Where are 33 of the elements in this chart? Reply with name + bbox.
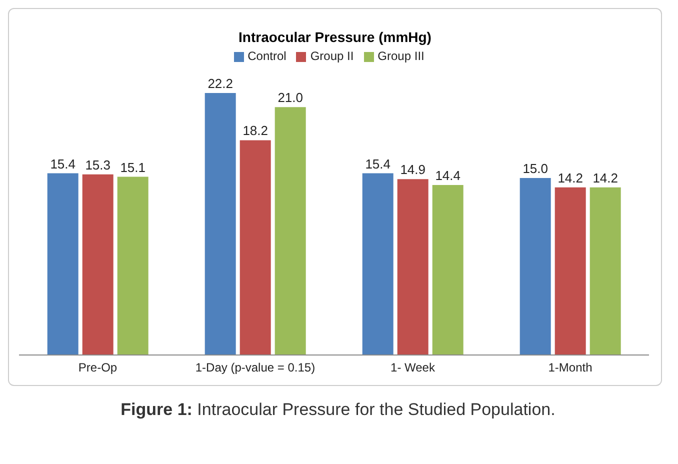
data-label: 15.0 [522, 160, 548, 176]
data-label: 14.2 [592, 170, 618, 186]
bar [274, 107, 306, 355]
data-label: 21.0 [278, 90, 304, 106]
legend-label: Group II [310, 49, 354, 63]
x-tick-label: 1- Week [390, 360, 436, 375]
chart-title: Intraocular Pressure (mmHg) [238, 29, 432, 45]
bar [82, 174, 114, 355]
bar [554, 187, 586, 355]
caption: Figure 1: Intraocular Pressure for the Studied Population. [120, 400, 556, 420]
data-label: 14.4 [435, 168, 461, 184]
bar [520, 178, 551, 355]
bar [362, 173, 394, 355]
bar [432, 185, 464, 355]
bar [117, 176, 148, 355]
bar [204, 93, 236, 355]
data-label: 15.4 [50, 156, 76, 172]
data-label: 15.3 [85, 157, 111, 172]
data-label: 15.4 [365, 156, 391, 172]
data-label: 14.9 [400, 162, 426, 178]
x-tick-label: 1-Day (p-value = 0.15) [195, 360, 316, 375]
data-label: 18.2 [242, 123, 268, 138]
data-label: 15.1 [120, 160, 146, 175]
bar [590, 187, 621, 355]
data-label: 22.2 [208, 76, 234, 91]
legend-label: Group III [378, 49, 424, 63]
bar [47, 173, 78, 355]
x-tick-label: Pre-Op [78, 360, 118, 375]
data-label: 14.2 [558, 170, 584, 186]
bar [397, 179, 428, 355]
legend-label: Control [248, 49, 286, 63]
x-tick-label: 1-Month [548, 360, 592, 375]
bar [240, 140, 271, 355]
